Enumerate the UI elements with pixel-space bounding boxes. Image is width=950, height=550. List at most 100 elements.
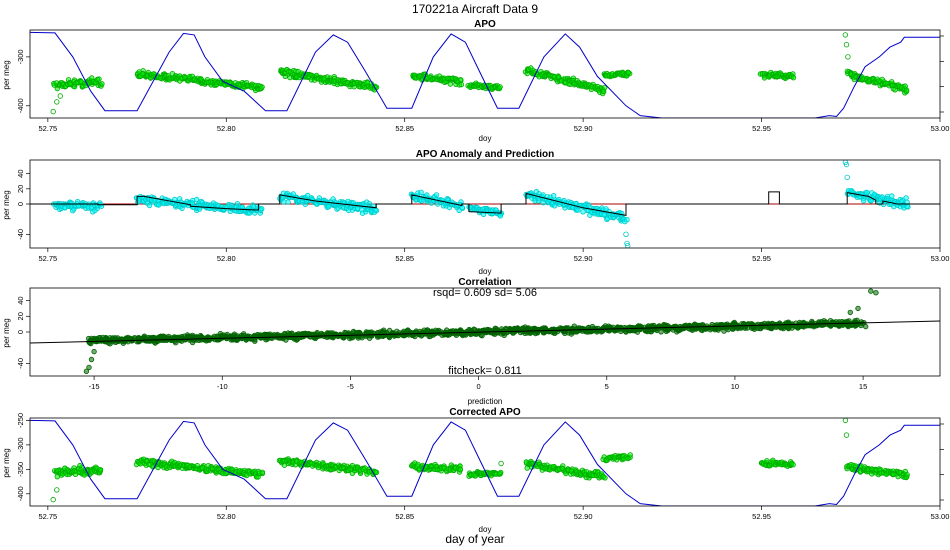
corrected_apo-frame	[29, 417, 941, 507]
corrected_apo-point	[457, 466, 464, 473]
corrected_apo-point	[790, 462, 796, 468]
corrected_apo-outlier-point	[54, 487, 60, 493]
corrected_apo-outlier-point	[842, 418, 849, 424]
apo_anomaly-ytick-label: 40	[16, 169, 25, 177]
apo_anomaly-point	[433, 192, 440, 198]
corrected_apo-plot-area	[30, 418, 940, 506]
correlation-xtick-label: 5	[605, 382, 609, 391]
corrected_apo-xtick-label: 52.75	[38, 512, 57, 521]
apo-point	[99, 81, 105, 87]
corrected_apo-ytick-label: -350	[16, 462, 25, 477]
correlation-point	[283, 337, 289, 343]
correlation-plot-area	[30, 288, 940, 374]
correlation-outlier-point	[847, 309, 853, 316]
corrected_apo-point	[627, 452, 633, 458]
corrected_apo-xtick-label: 52.95	[752, 512, 771, 521]
corrected_apo-aircraft-line	[30, 419, 940, 506]
apo-xtick-label: 52.75	[38, 124, 57, 133]
apo-anomaly-ylabel: per meg	[2, 190, 11, 219]
correlation-outlier-point	[83, 368, 90, 374]
corrected_apo-xtick-label: 52.90	[574, 512, 593, 521]
apo_anomaly-xtick-label: 52.90	[574, 254, 593, 263]
apo-anomaly-prediction-line	[30, 191, 940, 216]
apo-point	[601, 88, 607, 95]
correlation-point	[858, 319, 865, 325]
apo-outlier-point	[57, 93, 63, 99]
apo_anomaly-plot-area	[30, 160, 940, 248]
corrected_apo-point	[602, 475, 608, 481]
correlation-xtick-label: 15	[859, 382, 867, 391]
correlation-point	[436, 327, 442, 334]
apo-ytick-label: -400	[16, 98, 25, 113]
apo_anomaly-xtick-label: 52.75	[38, 254, 57, 263]
apo_anomaly-point	[624, 216, 630, 223]
apo_anomaly-point	[325, 203, 332, 210]
correlation-ytick-label: 40	[16, 296, 25, 304]
corrected_apo-point	[259, 469, 266, 475]
correlation-xlabel: prediction	[468, 397, 503, 406]
corrected_apo-xtick-label: 52.85	[395, 512, 414, 521]
correlation-outlier-point	[873, 290, 879, 296]
apo-point	[259, 84, 265, 90]
apo-point	[458, 81, 465, 88]
apo_anomaly-outlier-point	[623, 231, 629, 237]
apo-outlier-point	[50, 108, 56, 115]
apo_anomaly-point	[418, 189, 424, 195]
correlation-ytick-label: -40	[16, 358, 25, 369]
apo-point	[903, 87, 910, 93]
correlation-xtick-label: -5	[347, 382, 354, 391]
apo_anomaly-xtick-label: 52.85	[395, 254, 414, 263]
apo_anomaly-point	[889, 193, 895, 199]
correlation-panel: Correlation rsqd= 0.609 sd= 5.06 fitchec…	[2, 277, 941, 406]
apo-xtick-label: 53.00	[931, 124, 950, 133]
corrected_apo-xtick-label: 52.80	[217, 512, 236, 521]
bottom-label: day of year	[445, 532, 504, 546]
correlation-point	[729, 325, 736, 331]
apo_anomaly-point	[146, 202, 153, 209]
correlation-xtick-label: 10	[731, 382, 739, 391]
apo_anomaly-point	[864, 189, 870, 196]
apo-point	[625, 69, 632, 76]
correlation-outlier-point	[868, 288, 874, 294]
apo_anomaly-ytick-label: 20	[16, 185, 25, 193]
apo-anomaly-panel: APO Anomaly and Prediction doy per meg 5…	[2, 149, 949, 276]
corrected-apo-ylabel: per meg	[2, 448, 11, 477]
apo-point	[790, 74, 797, 81]
correlation-point	[258, 335, 264, 341]
correlation-point	[863, 323, 869, 330]
correlation-xtick-label: -15	[89, 382, 100, 391]
correlation-outlier-point	[86, 364, 92, 371]
apo-outlier-point	[842, 32, 849, 38]
corrected_apo-ytick-label: -300	[16, 437, 25, 452]
apo_anomaly-ytick-label: 0	[16, 202, 25, 206]
correlation-point	[594, 329, 600, 335]
corrected_apo-outlier-point	[843, 432, 850, 438]
correlation-point	[412, 333, 418, 340]
corrected_apo-point	[373, 469, 380, 475]
apo_anomaly-xtick-label: 52.80	[217, 254, 236, 263]
apo_anomaly-outlier-point	[624, 240, 630, 247]
correlation-fit-line	[30, 320, 940, 344]
apo_anomaly-point	[497, 213, 503, 219]
correlation-point	[184, 332, 191, 338]
corrected_apo-ytick-label: -250	[16, 413, 25, 428]
correlation-point	[801, 324, 807, 330]
apo-anomaly-title: APO Anomaly and Prediction	[416, 149, 555, 160]
correlation-xtick-label: -10	[217, 382, 228, 391]
corrected_apo-outlier-point	[498, 460, 504, 467]
correlation-title: Correlation	[458, 277, 511, 288]
apo-panel: APO doy per meg 52.75 52.80 52.85 52.90 52.9…	[2, 19, 949, 143]
correlation-stats: rsqd= 0.609 sd= 5.06	[433, 287, 537, 299]
apo-outlier-point	[845, 54, 851, 60]
apo-point	[96, 76, 102, 82]
apo-outlier-point	[54, 99, 60, 105]
apo-xtick-label: 52.80	[217, 124, 236, 133]
corrected_apo-ytick-label: -400	[16, 486, 25, 501]
figure-title: 170221a Aircraft Data 9	[412, 2, 538, 16]
apo_anomaly-point	[193, 196, 200, 203]
apo-xtick-label: 52.90	[574, 124, 593, 133]
apo-plot-area	[30, 31, 940, 118]
correlation-ylabel: per meg	[2, 318, 11, 347]
corrected_apo-point	[498, 469, 504, 476]
